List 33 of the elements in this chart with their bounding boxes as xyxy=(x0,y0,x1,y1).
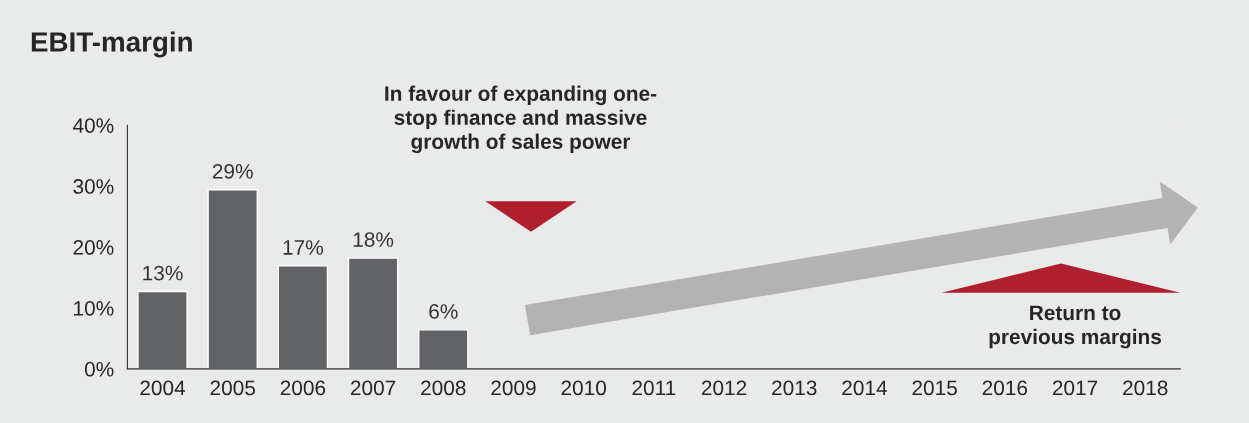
y-tick-label: 0% xyxy=(84,361,114,377)
x-tick-label: 2013 xyxy=(772,380,817,396)
x-tick-label: 2014 xyxy=(842,380,887,396)
x-tick-label: 2010 xyxy=(561,380,607,396)
x-tick-label: 2007 xyxy=(350,380,396,396)
x-tick-label: 2009 xyxy=(491,380,536,396)
x-tick-label: 2011 xyxy=(632,380,676,396)
x-tick-label: 2005 xyxy=(210,380,255,396)
x-tick-label: 2006 xyxy=(280,380,326,396)
data-label: 13% xyxy=(143,265,183,281)
annotation: In favour of expanding one- stop finance and massive growth of sales power xyxy=(385,85,657,154)
x-tick-label: 2018 xyxy=(1123,380,1168,396)
bar xyxy=(418,329,469,369)
bar xyxy=(347,257,399,369)
y-tick-label: 20% xyxy=(73,240,114,255)
annotation: Return to previous margins xyxy=(989,305,1161,349)
data-label: 18% xyxy=(353,232,394,247)
x-tick-label: 2016 xyxy=(982,380,1028,396)
bar xyxy=(277,265,329,369)
x-tick-label: 2017 xyxy=(1052,380,1098,396)
data-label: 29% xyxy=(212,163,253,179)
bar xyxy=(137,290,188,369)
chart-title: EBIT-margin xyxy=(31,31,192,58)
x-tick-label: 2012 xyxy=(701,380,747,396)
x-tick-label: 2015 xyxy=(912,380,957,396)
bar xyxy=(207,189,258,369)
data-label: 6% xyxy=(429,304,458,319)
x-tick-label: 2008 xyxy=(421,380,466,396)
data-label: 17% xyxy=(283,240,323,255)
y-tick-label: 40% xyxy=(72,118,114,133)
y-tick-label: 10% xyxy=(74,300,114,316)
y-tick-label: 30% xyxy=(73,179,114,194)
x-tick-label: 2004 xyxy=(140,380,186,396)
